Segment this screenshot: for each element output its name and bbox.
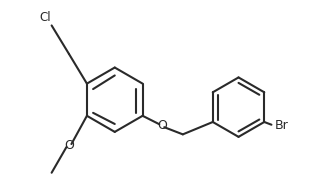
Text: Br: Br [274, 119, 288, 132]
Text: Cl: Cl [39, 11, 51, 24]
Text: O: O [157, 119, 167, 132]
Text: O: O [64, 139, 74, 152]
